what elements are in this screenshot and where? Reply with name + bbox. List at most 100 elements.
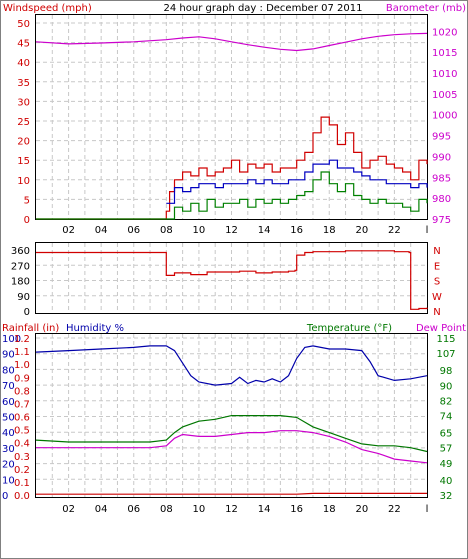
humidity-axis-label: Humidity % bbox=[66, 323, 124, 334]
wind-x-tick-label: 22 bbox=[388, 225, 401, 236]
dir-tick-label: 180 bbox=[11, 277, 30, 288]
hum-x-tick-label: 10 bbox=[193, 504, 206, 515]
humidity-tick-label: 30 bbox=[2, 444, 15, 455]
humidity-tick-label: 90 bbox=[2, 350, 15, 361]
wind-tick-label: 10 bbox=[17, 176, 30, 187]
hum-x-tick-label: 06 bbox=[127, 504, 140, 515]
wind-x-tick-label: 02 bbox=[62, 225, 75, 236]
humidity-tick-label: 60 bbox=[2, 397, 15, 408]
humidity-tick-label: 50 bbox=[2, 413, 15, 424]
rain-tick-label: 0.7 bbox=[14, 399, 30, 410]
rainfall-axis-label: Rainfall (in) bbox=[2, 323, 59, 334]
humidity-tick-label: 70 bbox=[2, 381, 15, 392]
dir-compass-label: N bbox=[433, 307, 440, 318]
baro-tick-label: 1005 bbox=[432, 90, 457, 101]
dir-tick-label: 90 bbox=[17, 292, 30, 303]
hum-x-tick-label: 04 bbox=[95, 504, 108, 515]
rain-tick-label: 0.3 bbox=[14, 452, 30, 463]
temp-tick-label: 65 bbox=[440, 429, 453, 440]
wind-x-tick-label: 04 bbox=[95, 225, 108, 236]
hum-x-tick-label: 08 bbox=[160, 504, 173, 515]
dir-compass-label: W bbox=[432, 292, 442, 303]
chart-layer: 0510152025303540455097598098599099510001… bbox=[2, 15, 457, 515]
baro-tick-label: 995 bbox=[432, 132, 451, 143]
wind-x-tick-label: l bbox=[426, 225, 429, 236]
wind-tick-label: 40 bbox=[17, 58, 30, 69]
rain-tick-label: 0.9 bbox=[14, 373, 30, 384]
hum-x-tick-label: 20 bbox=[355, 504, 368, 515]
humidity-tick-label: 100 bbox=[2, 334, 21, 345]
rain-tick-label: 0.5 bbox=[14, 426, 30, 437]
dir-compass-label: E bbox=[434, 261, 440, 272]
series-rain bbox=[36, 492, 427, 495]
rain-tick-label: 1.1 bbox=[14, 347, 30, 358]
wind-x-tick-label: 18 bbox=[323, 225, 336, 236]
baro-tick-label: 1015 bbox=[432, 48, 457, 59]
dir-tick-label: 270 bbox=[11, 261, 30, 272]
temp-tick-label: 74 bbox=[440, 412, 453, 423]
wind-tick-label: 0 bbox=[24, 215, 30, 226]
windspeed-axis-label: Windspeed (mph) bbox=[3, 3, 92, 14]
rain-tick-label: 0.1 bbox=[14, 478, 30, 489]
dir-compass-label: N bbox=[433, 246, 440, 257]
rain-tick-label: 0.8 bbox=[14, 386, 30, 397]
series-avg bbox=[166, 159, 428, 204]
dewpoint-axis-label: Dew Point bbox=[416, 323, 466, 334]
series-gust bbox=[36, 116, 428, 220]
rain-tick-label: 0.4 bbox=[14, 439, 30, 450]
hum-x-tick-label: 18 bbox=[323, 504, 336, 515]
series-speed bbox=[36, 171, 428, 220]
wind-x-tick-label: 10 bbox=[193, 225, 206, 236]
hum-x-tick-label: 16 bbox=[290, 504, 303, 515]
humidity-tick-label: 0 bbox=[2, 491, 8, 502]
dir-tick-label: 360 bbox=[11, 246, 30, 257]
chart-title: 24 hour graph day : December 07 2011 bbox=[164, 3, 363, 14]
wind-tick-label: 5 bbox=[24, 195, 30, 206]
humidity-tick-label: 40 bbox=[2, 428, 15, 439]
temperature-axis-label: Temperature (°F) bbox=[306, 323, 392, 334]
wind-x-tick-label: 16 bbox=[290, 225, 303, 236]
dir-tick-label: 0 bbox=[24, 307, 30, 318]
hum-x-tick-label: 12 bbox=[225, 504, 238, 515]
humidity-tick-label: 10 bbox=[2, 475, 15, 486]
wind-tick-label: 45 bbox=[17, 39, 30, 50]
rain-tick-label: 1.2 bbox=[14, 334, 30, 345]
series-humidity bbox=[35, 345, 428, 386]
baro-tick-label: 980 bbox=[432, 194, 451, 205]
baro-tick-label: 985 bbox=[432, 173, 451, 184]
wind-x-tick-label: 06 bbox=[127, 225, 140, 236]
wind-x-tick-label: 20 bbox=[355, 225, 368, 236]
wind-x-tick-label: 08 bbox=[160, 225, 173, 236]
rain-tick-label: 1.0 bbox=[14, 360, 30, 371]
temp-tick-label: 90 bbox=[440, 381, 453, 392]
hum-x-tick-label: 02 bbox=[62, 504, 75, 515]
wind-tick-label: 25 bbox=[17, 117, 30, 128]
series-dir bbox=[36, 250, 428, 310]
series-temp bbox=[35, 415, 428, 453]
hum-x-tick-label: l bbox=[426, 504, 429, 515]
dir-compass-label: S bbox=[434, 277, 440, 288]
wind-tick-label: 20 bbox=[17, 137, 30, 148]
series-baro bbox=[35, 32, 428, 52]
series-dew bbox=[36, 430, 428, 464]
barometer-axis-label: Barometer (mb) bbox=[386, 3, 466, 14]
wind-tick-label: 15 bbox=[17, 156, 30, 167]
baro-tick-label: 1010 bbox=[432, 69, 457, 80]
humidity-tick-label: 20 bbox=[2, 460, 15, 471]
rain-tick-label: 0.2 bbox=[14, 465, 30, 476]
wind-x-tick-label: 12 bbox=[225, 225, 238, 236]
temp-tick-label: 107 bbox=[436, 349, 455, 360]
humidity-tick-label: 80 bbox=[2, 365, 15, 376]
temp-tick-label: 49 bbox=[440, 459, 453, 470]
rain-tick-label: 0.6 bbox=[14, 413, 30, 424]
hum-x-tick-label: 14 bbox=[258, 504, 271, 515]
wind-tick-label: 30 bbox=[17, 97, 30, 108]
hum-x-tick-label: 22 bbox=[388, 504, 401, 515]
temp-tick-label: 57 bbox=[440, 444, 453, 455]
baro-tick-label: 1000 bbox=[432, 111, 457, 122]
temp-tick-label: 32 bbox=[440, 491, 453, 502]
baro-tick-label: 990 bbox=[432, 152, 451, 163]
wind-tick-label: 50 bbox=[17, 19, 30, 30]
